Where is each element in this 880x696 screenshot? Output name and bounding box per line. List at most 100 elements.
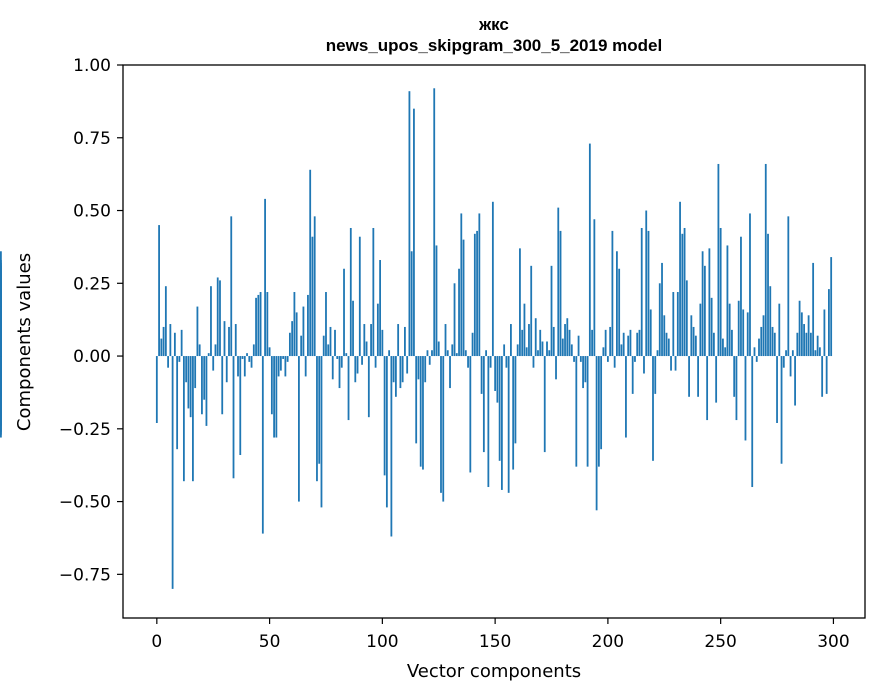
bar — [182, 356, 185, 482]
bar — [694, 335, 697, 357]
bar — [451, 344, 454, 357]
bar — [573, 356, 575, 362]
bar — [665, 332, 668, 357]
bar — [749, 213, 751, 357]
bar — [180, 329, 183, 357]
bar — [214, 344, 217, 357]
bar — [616, 251, 618, 357]
bar — [399, 356, 402, 389]
bar — [548, 350, 551, 357]
bar — [489, 356, 492, 368]
bar — [318, 356, 321, 464]
bar — [661, 262, 663, 357]
bar — [652, 356, 654, 461]
chart-subtitle: news_upos_skipgram_300_5_2019 model — [326, 36, 662, 55]
bar — [374, 356, 377, 368]
bar — [216, 277, 219, 357]
bar — [358, 236, 361, 357]
bar — [570, 344, 573, 357]
bar — [419, 356, 422, 467]
bar — [440, 356, 442, 493]
bar — [196, 306, 199, 357]
bar — [356, 356, 359, 374]
bar — [512, 356, 515, 470]
bar — [710, 297, 713, 357]
bar — [753, 347, 756, 357]
bar — [410, 251, 413, 357]
bar — [670, 356, 672, 371]
bar — [284, 356, 287, 377]
y-tick-label: 0.00 — [73, 347, 111, 367]
bar — [345, 353, 348, 357]
bar — [237, 356, 239, 377]
bar — [559, 230, 562, 357]
bar — [401, 356, 404, 383]
bar — [295, 312, 298, 357]
y-tick-label: 0.50 — [73, 202, 111, 222]
bar — [821, 356, 824, 397]
y-tick-label: −0.75 — [59, 565, 111, 585]
bar — [534, 318, 537, 357]
bar — [464, 350, 467, 357]
bar — [755, 356, 758, 362]
bar — [385, 356, 388, 508]
chart-title: жкс — [478, 15, 509, 34]
bar — [818, 347, 821, 357]
bar — [453, 283, 456, 357]
bar — [588, 143, 591, 357]
bar — [645, 210, 648, 357]
bar — [467, 356, 469, 368]
bar — [539, 329, 542, 357]
bar — [625, 356, 627, 438]
bar — [629, 329, 632, 357]
bar — [577, 335, 580, 357]
bar — [437, 341, 440, 357]
y-tick-label: 0.75 — [73, 129, 111, 149]
bar — [329, 326, 332, 357]
bar — [688, 356, 690, 397]
bar — [431, 350, 433, 357]
bar — [740, 236, 742, 357]
bar — [189, 356, 192, 418]
bar — [361, 356, 363, 365]
bar — [505, 356, 508, 368]
bar — [228, 326, 230, 357]
bar — [277, 356, 280, 377]
bar — [778, 303, 781, 357]
y-axis-ticks: 1.00 0.75 0.50 0.25 0.00 −0.25 −0.50 −0.75 — [59, 56, 123, 585]
bar — [376, 303, 379, 357]
bar — [828, 289, 830, 357]
bar — [636, 332, 639, 357]
bar — [291, 321, 294, 357]
bar — [264, 198, 266, 357]
bar — [597, 356, 600, 467]
bar — [325, 292, 327, 357]
bar — [243, 356, 246, 377]
bar — [717, 163, 720, 357]
bar — [543, 356, 546, 453]
bar — [449, 356, 451, 389]
bar — [796, 332, 799, 357]
bar — [679, 201, 681, 357]
bar — [471, 332, 474, 357]
bar — [383, 356, 386, 476]
bar — [363, 324, 366, 357]
bar — [521, 329, 524, 357]
bar — [627, 335, 630, 357]
bar — [273, 356, 275, 438]
x-axis-label: Vector components — [407, 661, 581, 682]
bar — [516, 344, 519, 357]
bar — [246, 353, 248, 357]
bar — [530, 265, 533, 357]
bar — [494, 356, 497, 391]
bar — [528, 324, 530, 357]
bar — [201, 356, 203, 415]
bar — [394, 356, 397, 397]
bar — [266, 292, 269, 357]
bar — [758, 338, 760, 357]
bar — [302, 306, 305, 357]
bar — [370, 324, 372, 357]
bar — [794, 356, 796, 406]
bar — [800, 312, 803, 357]
